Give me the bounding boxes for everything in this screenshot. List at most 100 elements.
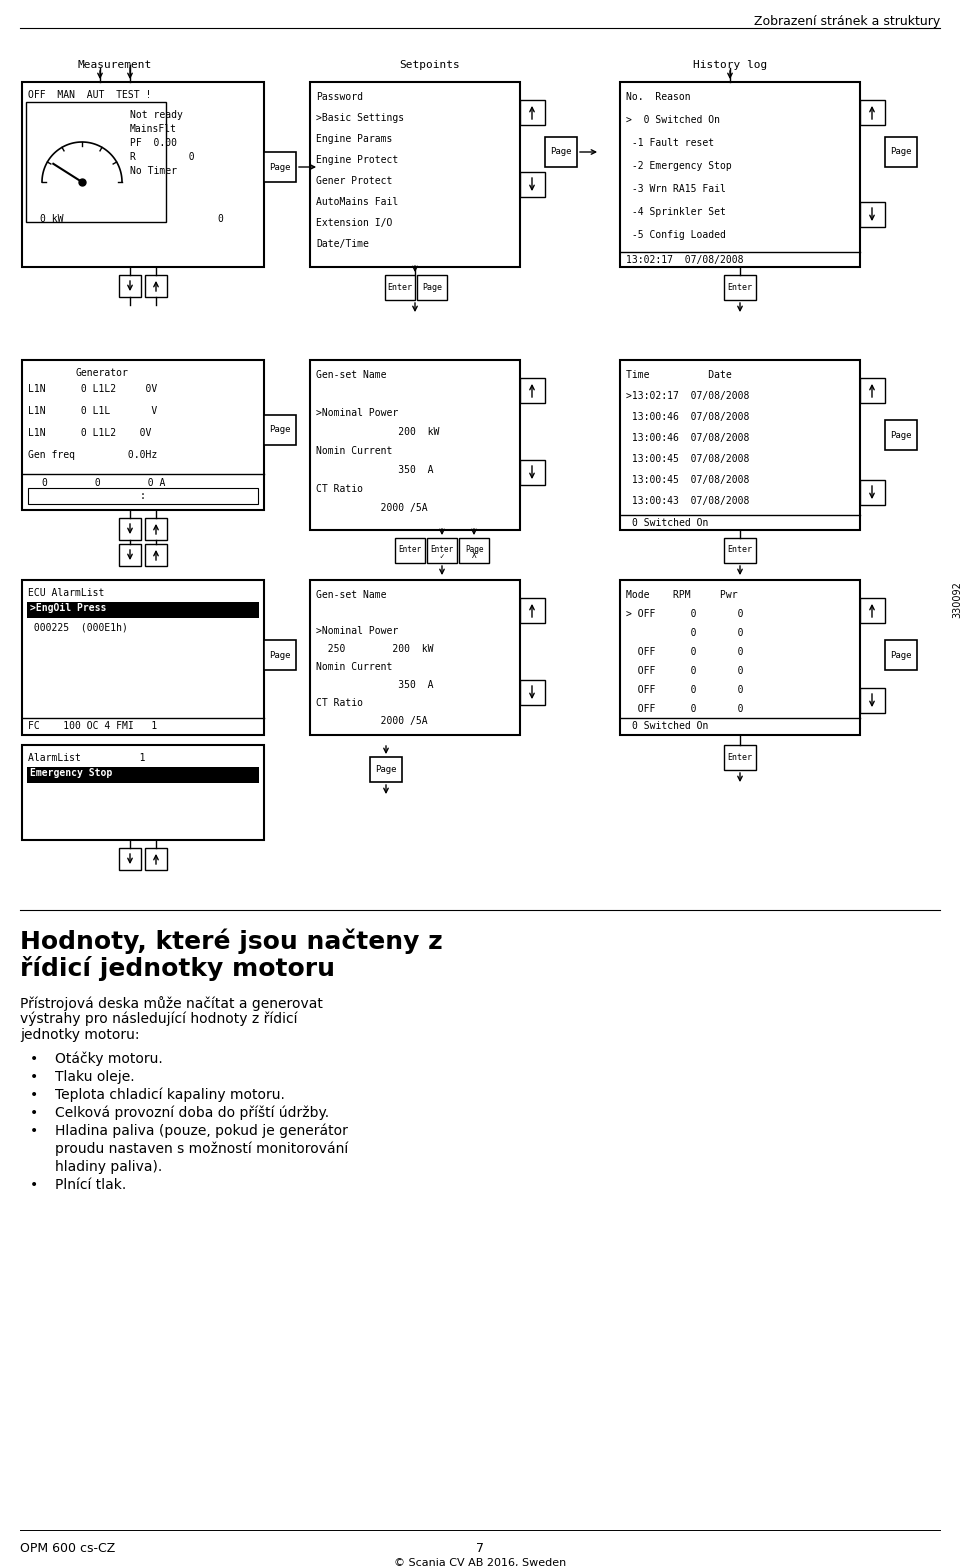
Text: •: •	[30, 1178, 38, 1192]
Bar	[119, 276, 141, 298]
Bar	[520, 172, 545, 197]
Bar	[860, 598, 885, 623]
Text: 0        0        0 A: 0 0 0 A	[42, 478, 165, 489]
Text: L1N      0 L1L       V: L1N 0 L1L V	[28, 406, 157, 417]
Text: AlarmList          1: AlarmList 1	[28, 753, 146, 763]
Text: Otáčky motoru.: Otáčky motoru.	[55, 1052, 163, 1066]
Text: X: X	[471, 551, 476, 561]
Text: MainsFlt: MainsFlt	[130, 124, 177, 135]
Text: OFF      0       0: OFF 0 0	[626, 647, 743, 658]
Bar	[520, 100, 545, 125]
Bar	[885, 136, 917, 168]
Bar	[860, 481, 885, 504]
Text: Teplota chladicí kapaliny motoru.: Teplota chladicí kapaliny motoru.	[55, 1088, 285, 1102]
Bar	[724, 745, 756, 770]
Text: Page: Page	[465, 545, 483, 554]
Bar	[520, 377, 545, 402]
Bar	[417, 276, 447, 301]
Bar	[22, 579, 264, 734]
Text: CT Ratio: CT Ratio	[316, 484, 363, 493]
Bar	[264, 152, 296, 182]
Text: PF  0.00: PF 0.00	[130, 138, 177, 149]
Text: AutoMains Fail: AutoMains Fail	[316, 197, 398, 207]
Text: řídicí jednotky motoru: řídicí jednotky motoru	[20, 955, 335, 980]
Text: Page: Page	[422, 282, 442, 291]
Text: Enter: Enter	[728, 282, 753, 291]
Bar	[385, 276, 415, 301]
Text: •: •	[30, 1070, 38, 1084]
Text: -3 Wrn RA15 Fail: -3 Wrn RA15 Fail	[626, 183, 726, 194]
Text: >Basic Settings: >Basic Settings	[316, 113, 404, 124]
Text: 350  A: 350 A	[316, 465, 434, 474]
Text: 13:00:43  07/08/2008: 13:00:43 07/08/2008	[626, 496, 750, 506]
Text: 0       0: 0 0	[626, 628, 743, 637]
Text: :: :	[140, 492, 146, 501]
Text: Time          Date: Time Date	[626, 370, 732, 381]
Bar	[26, 102, 166, 222]
Bar	[620, 360, 860, 529]
Text: 0: 0	[217, 215, 223, 224]
Text: OFF  MAN  AUT  TEST !: OFF MAN AUT TEST !	[28, 89, 152, 100]
Text: 13:02:17  07/08/2008: 13:02:17 07/08/2008	[626, 255, 743, 265]
Text: Enter: Enter	[398, 545, 421, 554]
Text: >  0 Switched On: > 0 Switched On	[626, 114, 720, 125]
Bar	[264, 415, 296, 445]
Text: •: •	[30, 1052, 38, 1066]
Text: Emergency Stop: Emergency Stop	[30, 767, 112, 778]
Text: Engine Params: Engine Params	[316, 135, 393, 144]
Bar	[724, 276, 756, 301]
Text: Nomin Current: Nomin Current	[316, 662, 393, 672]
Text: OFF      0       0: OFF 0 0	[626, 705, 743, 714]
Bar	[395, 539, 425, 564]
Text: 0 kW: 0 kW	[40, 215, 63, 224]
Text: >Nominal Power: >Nominal Power	[316, 626, 398, 636]
Text: 350  A: 350 A	[316, 680, 434, 691]
Text: Not ready: Not ready	[130, 110, 182, 121]
Bar	[860, 100, 885, 125]
Text: 13:00:46  07/08/2008: 13:00:46 07/08/2008	[626, 412, 750, 421]
Text: -1 Fault reset: -1 Fault reset	[626, 138, 714, 149]
Text: >Nominal Power: >Nominal Power	[316, 409, 398, 418]
Text: Date/Time: Date/Time	[316, 240, 369, 249]
Text: >EngOil Press: >EngOil Press	[30, 603, 107, 612]
Text: Zobrazení stránek a struktury: Zobrazení stránek a struktury	[754, 16, 940, 28]
Bar	[885, 420, 917, 449]
Text: Nomin Current: Nomin Current	[316, 446, 393, 456]
Text: proudu nastaven s možností monitorování: proudu nastaven s možností monitorování	[55, 1142, 348, 1157]
Text: Mode    RPM     Pwr: Mode RPM Pwr	[626, 590, 737, 600]
Text: Page: Page	[890, 431, 912, 440]
Text: výstrahy pro následující hodnoty z řídicí: výstrahy pro následující hodnoty z řídic…	[20, 1012, 298, 1026]
Text: 7: 7	[476, 1543, 484, 1555]
Text: Celková provozní doba do příští údržby.: Celková provozní doba do příští údržby.	[55, 1106, 329, 1121]
Text: Page: Page	[269, 650, 291, 659]
Text: Enter: Enter	[728, 545, 753, 554]
Text: OFF      0       0: OFF 0 0	[626, 684, 743, 695]
Text: Enter: Enter	[388, 282, 413, 291]
Bar	[28, 489, 258, 504]
Bar	[310, 81, 520, 266]
Text: Generator: Generator	[76, 368, 129, 377]
Text: L1N      0 L1L2     0V: L1N 0 L1L2 0V	[28, 384, 157, 395]
Text: Hodnoty, které jsou načteny z: Hodnoty, které jsou načteny z	[20, 929, 443, 954]
Text: Hladina paliva (pouze, pokud je generátor: Hladina paliva (pouze, pokud je generáto…	[55, 1124, 348, 1138]
Text: Measurement: Measurement	[78, 60, 152, 70]
Text: Extension I/O: Extension I/O	[316, 218, 393, 229]
Text: > OFF      0       0: > OFF 0 0	[626, 609, 743, 619]
Text: >13:02:17  07/08/2008: >13:02:17 07/08/2008	[626, 392, 750, 401]
Bar	[145, 849, 167, 871]
Bar	[520, 460, 545, 485]
Text: 0 Switched On: 0 Switched On	[632, 518, 708, 528]
Text: © Scania CV AB 2016, Sweden: © Scania CV AB 2016, Sweden	[394, 1558, 566, 1566]
Bar	[22, 745, 264, 839]
Text: 250        200  kW: 250 200 kW	[316, 644, 434, 655]
Bar	[310, 360, 520, 529]
Text: No.  Reason: No. Reason	[626, 92, 690, 102]
Text: 200  kW: 200 kW	[316, 428, 440, 437]
Text: Gen-set Name: Gen-set Name	[316, 590, 387, 600]
Bar	[145, 276, 167, 298]
Bar	[119, 543, 141, 565]
Bar	[119, 849, 141, 871]
Text: History log: History log	[693, 60, 767, 70]
Text: No Timer: No Timer	[130, 166, 177, 175]
Text: Gen-set Name: Gen-set Name	[316, 370, 387, 381]
